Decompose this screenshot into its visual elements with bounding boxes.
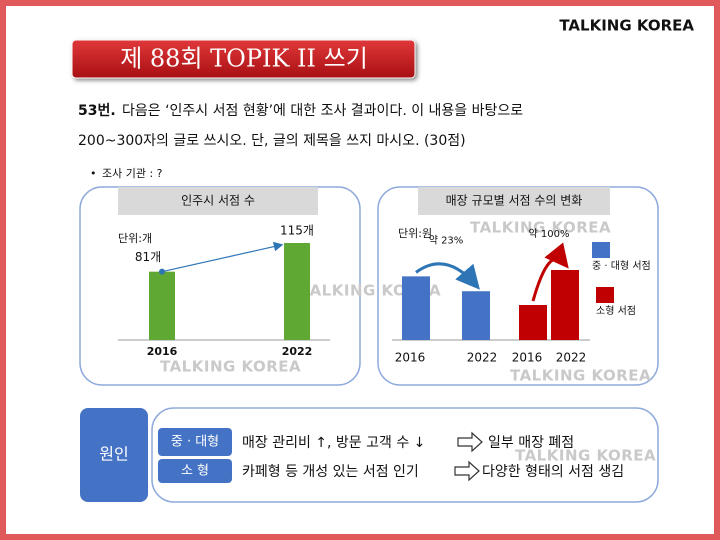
unit-label: 단위:원 <box>398 227 432 240</box>
logo: TALKING KOREA <box>559 17 694 35</box>
cause-box <box>80 408 148 502</box>
legend-label: 중 · 대형 서점 <box>592 260 651 272</box>
watermark: TALKING KOREA <box>160 358 301 376</box>
bullet: • <box>90 167 97 180</box>
legend-label: 소형 서점 <box>596 305 636 317</box>
watermark: TALKING KOREA <box>515 447 656 465</box>
cause-label: 원인 <box>99 445 128 464</box>
result: 일부 매장 폐점 <box>488 435 574 451</box>
title-box <box>71 39 416 79</box>
chart-title: 매장 규모별 서점 수의 변화 <box>446 194 583 208</box>
change-arrow <box>415 262 480 290</box>
annotation: 약 100% <box>529 228 570 240</box>
question-line: 다음은 ‘인주시 서점 현황’에 대한 조사 결과이다. 이 내용을 바탕으로 <box>122 103 523 119</box>
arrow <box>454 460 480 482</box>
tag-box <box>158 428 232 456</box>
x-tick-label: 2022 <box>556 351 587 365</box>
source: 조사 기관 : ? <box>102 167 163 180</box>
bar <box>462 291 490 340</box>
x-tick-label: 2016 <box>147 345 178 358</box>
chart-title: 인주시 서점 수 <box>181 194 255 208</box>
chart-title-bar <box>418 187 610 215</box>
watermark: TALKING KOREA <box>510 367 651 385</box>
bar <box>402 276 430 340</box>
tag: 중 · 대형 <box>171 435 219 450</box>
result: 다양한 형태의 서점 생김 <box>482 464 624 480</box>
tag-box <box>158 459 232 483</box>
annotation: 약 23% <box>429 234 464 246</box>
trend-arrow <box>161 241 284 273</box>
watermark: TALKING KOREA <box>470 219 611 237</box>
bar <box>149 271 175 340</box>
reason: 매장 관리비 ↑, 방문 고객 수 ↓ <box>242 435 425 451</box>
x-tick-label: 2022 <box>467 351 498 365</box>
bar <box>519 305 547 340</box>
data-label: 115개 <box>280 224 314 238</box>
question-line: 200~300자의 글로 쓰시오. 단, 글의 제목을 쓰지 마시오. (30점… <box>78 133 466 149</box>
tag: 소 형 <box>181 464 209 479</box>
slide-title: 제 88회 TOPIK II 쓰기 <box>120 45 368 73</box>
change-arrow <box>531 242 569 302</box>
legend-swatch <box>592 242 610 258</box>
chart-title-bar <box>118 187 318 215</box>
unit-label: 단위:개 <box>118 232 152 245</box>
data-label: 81개 <box>135 250 161 264</box>
x-tick-label: 2022 <box>282 345 313 358</box>
bar <box>284 243 310 340</box>
x-tick-label: 2016 <box>395 351 426 365</box>
x-tick-label: 2016 <box>512 351 543 365</box>
legend-swatch <box>596 287 614 303</box>
question-number: 53번. <box>78 103 116 119</box>
arrow <box>457 431 483 453</box>
reason: 카페형 등 개성 있는 서점 인기 <box>242 464 419 480</box>
cause-panel <box>151 407 659 503</box>
bar <box>551 270 579 340</box>
